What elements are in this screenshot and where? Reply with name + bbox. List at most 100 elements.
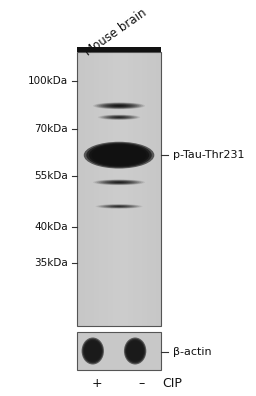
Ellipse shape [105,116,132,119]
Ellipse shape [116,117,122,118]
Ellipse shape [108,181,130,183]
Ellipse shape [111,206,127,207]
Ellipse shape [87,343,99,359]
Ellipse shape [99,103,139,109]
Ellipse shape [103,104,135,108]
Text: –: – [138,377,144,390]
Ellipse shape [127,341,143,361]
Ellipse shape [89,144,149,167]
Ellipse shape [104,150,134,161]
Ellipse shape [112,181,126,183]
Ellipse shape [103,181,135,184]
Bar [91,52,94,326]
Bar [105,52,108,326]
Bar [127,52,130,326]
Bar [94,52,97,326]
Ellipse shape [99,148,139,163]
Bar [82,52,85,326]
Ellipse shape [91,349,94,353]
Ellipse shape [117,154,121,156]
Ellipse shape [102,115,136,119]
Bar [130,52,133,326]
Ellipse shape [109,206,129,208]
Ellipse shape [112,105,126,107]
Ellipse shape [99,180,139,185]
Bar [80,52,82,326]
Bar [97,52,99,326]
Bar [102,52,105,326]
Ellipse shape [114,105,124,107]
Ellipse shape [102,148,136,162]
Bar [99,52,102,326]
Ellipse shape [104,205,134,208]
Ellipse shape [132,347,138,355]
Bar [150,52,153,326]
Ellipse shape [82,337,104,364]
Bar [136,52,139,326]
Ellipse shape [88,346,97,356]
Ellipse shape [114,206,124,207]
Ellipse shape [84,142,154,169]
Ellipse shape [83,339,103,364]
Ellipse shape [110,181,128,183]
Bar [77,332,161,370]
Ellipse shape [115,117,123,118]
Ellipse shape [94,146,144,165]
Ellipse shape [104,104,134,108]
Bar [108,52,111,326]
Text: 40kDa: 40kDa [34,222,68,232]
Ellipse shape [86,143,152,168]
Ellipse shape [98,114,140,120]
Ellipse shape [110,152,129,159]
Ellipse shape [108,205,131,208]
Ellipse shape [116,105,122,106]
Ellipse shape [116,182,122,183]
Ellipse shape [97,204,141,209]
Ellipse shape [97,103,141,109]
Bar [125,52,127,326]
Ellipse shape [112,116,126,118]
Ellipse shape [92,350,93,352]
Text: β-actin: β-actin [173,347,212,357]
Ellipse shape [133,348,138,354]
Ellipse shape [87,345,98,358]
Text: CIP: CIP [163,377,183,390]
Bar [111,52,113,326]
Ellipse shape [93,103,145,109]
Ellipse shape [83,340,102,362]
Ellipse shape [110,105,128,107]
Ellipse shape [95,180,143,185]
Ellipse shape [89,347,96,355]
Ellipse shape [113,116,125,118]
Ellipse shape [95,103,143,109]
Text: 100kDa: 100kDa [28,76,68,86]
Text: 70kDa: 70kDa [34,124,68,134]
Ellipse shape [106,104,132,107]
Ellipse shape [102,205,136,208]
Ellipse shape [99,204,139,208]
Ellipse shape [101,115,137,120]
Ellipse shape [109,116,129,118]
Ellipse shape [131,346,140,356]
Text: p-Tau-Thr231: p-Tau-Thr231 [173,150,245,160]
Ellipse shape [107,150,131,160]
Ellipse shape [108,105,130,107]
Ellipse shape [104,115,134,119]
Bar [153,52,156,326]
Bar [142,52,144,326]
Ellipse shape [95,204,143,209]
Ellipse shape [91,145,147,166]
Bar [144,52,147,326]
Bar [88,52,91,326]
Ellipse shape [110,116,128,118]
Ellipse shape [106,181,132,184]
Bar [113,52,116,326]
Bar [85,52,88,326]
Text: 35kDa: 35kDa [34,258,68,268]
Ellipse shape [124,337,146,364]
Ellipse shape [90,348,95,354]
Bar [119,52,122,326]
Text: 55kDa: 55kDa [34,171,68,181]
Ellipse shape [116,206,122,207]
Ellipse shape [113,206,125,207]
